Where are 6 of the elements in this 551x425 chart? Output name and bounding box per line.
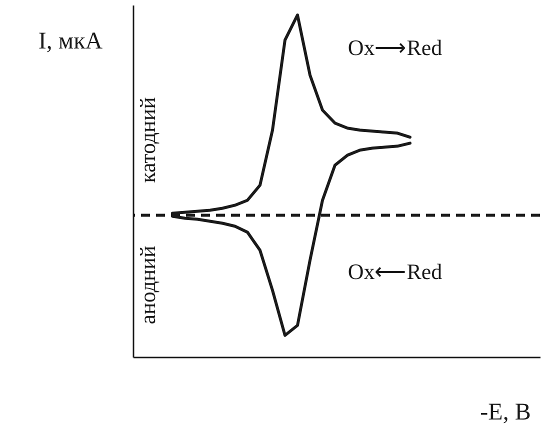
x-axis-title: -E, В — [480, 400, 531, 425]
annotation: Ox⟵Red — [348, 259, 442, 284]
annotation: Ox⟶Red — [348, 35, 442, 60]
annotation: катодний — [135, 96, 160, 183]
annotation: анодний — [135, 246, 160, 324]
y-axis-title: I, мкА — [38, 28, 104, 54]
